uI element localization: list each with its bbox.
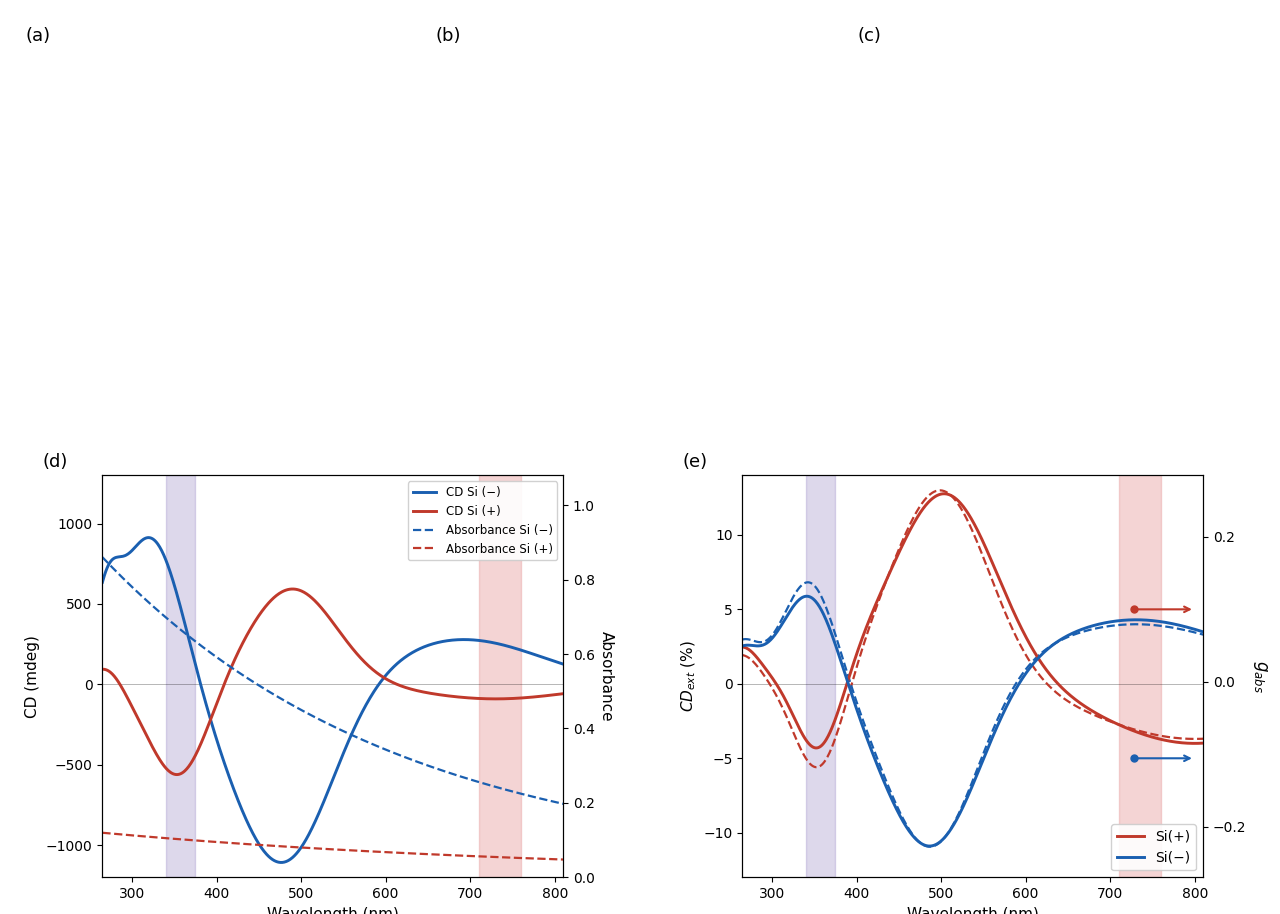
Legend: CD Si (−), CD Si (+), Absorbance Si (−), Absorbance Si (+): CD Si (−), CD Si (+), Absorbance Si (−),… [408, 481, 557, 560]
Y-axis label: $g_{abs}$: $g_{abs}$ [1251, 660, 1268, 693]
Legend: Si(+), Si(−): Si(+), Si(−) [1111, 824, 1197, 870]
X-axis label: Wavelength (nm): Wavelength (nm) [266, 907, 399, 914]
Bar [1119, 475, 1161, 877]
X-axis label: Wavelength (nm): Wavelength (nm) [906, 907, 1039, 914]
Y-axis label: CD (mdeg): CD (mdeg) [26, 635, 41, 717]
Bar [166, 475, 196, 877]
Text: (c): (c) [858, 27, 882, 46]
Text: (e): (e) [682, 453, 708, 472]
Bar [806, 475, 836, 877]
Y-axis label: $CD_{ext}$ (%): $CD_{ext}$ (%) [680, 641, 698, 712]
Text: (d): (d) [42, 453, 68, 472]
Text: (b): (b) [435, 27, 461, 46]
Y-axis label: Absorbance: Absorbance [599, 631, 614, 722]
Bar [479, 475, 521, 877]
Text: (a): (a) [26, 27, 51, 46]
